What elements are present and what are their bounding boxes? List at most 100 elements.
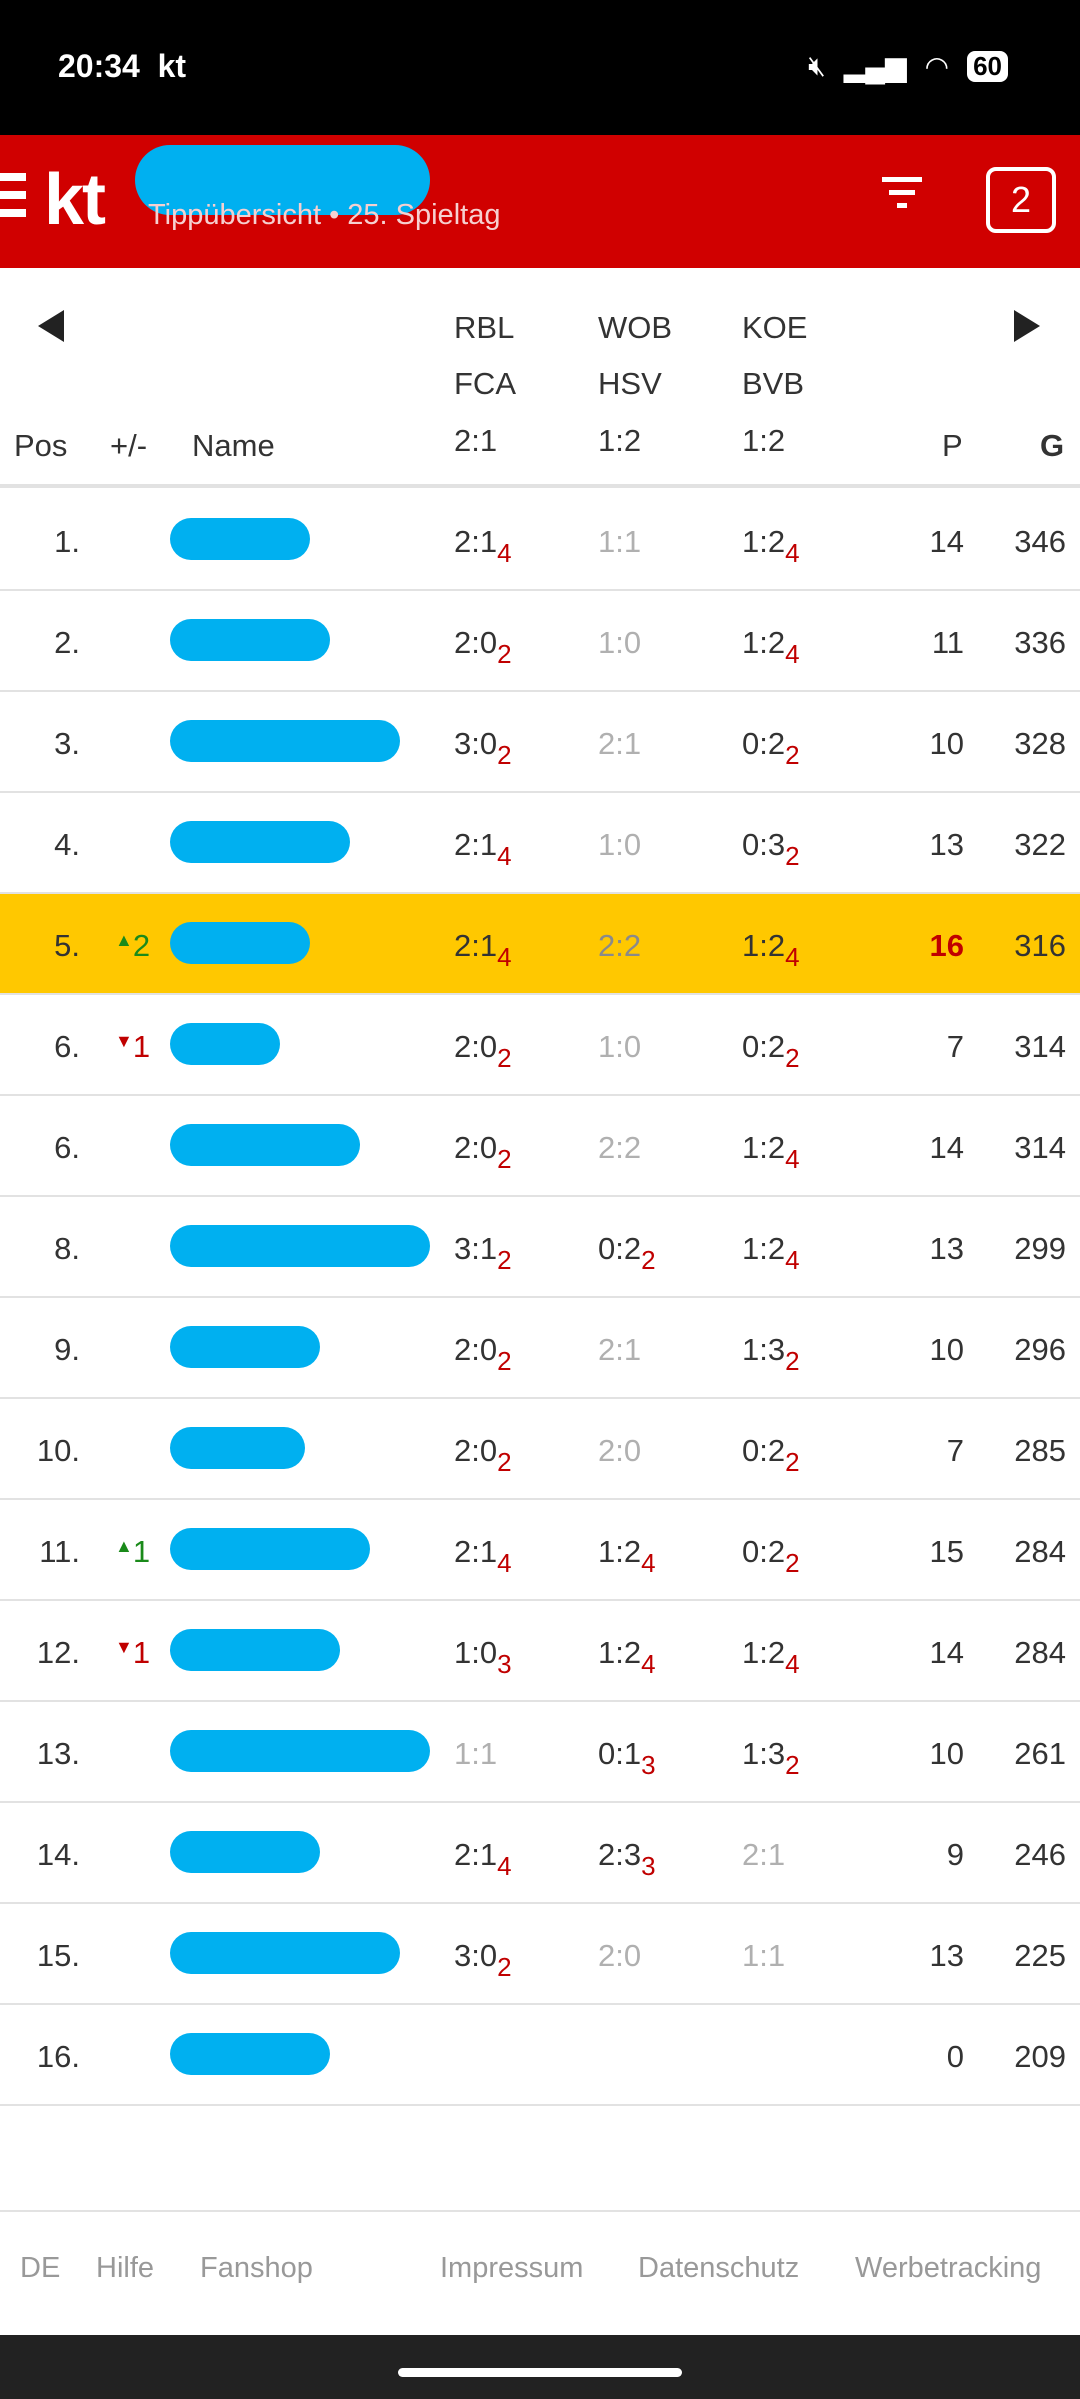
table-row[interactable]: 9. 2:02 2:1 1:32 10 296	[0, 1298, 1080, 1399]
total-points: 284	[1014, 1534, 1066, 1569]
rank-change-value: 1	[132, 1635, 151, 1670]
tip: 1:24	[742, 524, 800, 569]
tip-points: 2	[497, 639, 512, 669]
footer-link-impressum[interactable]: Impressum	[440, 2252, 584, 2284]
table-row[interactable]: 2. 2:02 1:0 1:24 11 336	[0, 591, 1080, 692]
filter-icon[interactable]	[880, 177, 924, 217]
tip-points: 4	[785, 538, 800, 568]
tip: 2:0	[598, 1433, 641, 1469]
tip: 0:13	[598, 1736, 656, 1781]
tip-points: 4	[785, 1144, 800, 1174]
tip: 1:24	[742, 1231, 800, 1276]
tip-points: 4	[785, 1649, 800, 1679]
tip: 0:22	[742, 726, 800, 771]
table-row[interactable]: 3. 3:02 2:1 0:22 10 328	[0, 692, 1080, 793]
table-row[interactable]: 12. ▼1 1:03 1:24 1:24 14 284	[0, 1601, 1080, 1702]
total-points: 296	[1014, 1332, 1066, 1367]
redacted-name	[170, 1932, 400, 1974]
table-row[interactable]: 11. ▲1 2:14 1:24 0:22 15 284	[0, 1500, 1080, 1601]
tip-score: 1:2	[742, 1231, 786, 1266]
header-points: P	[942, 428, 963, 463]
tip: 2:1	[598, 1332, 641, 1368]
tip: 2:1	[742, 1837, 785, 1873]
next-matchday-icon[interactable]	[1014, 310, 1040, 342]
tip: 2:14	[454, 524, 512, 569]
status-time: 20:34 kt	[58, 48, 186, 85]
redacted-name	[170, 1326, 320, 1368]
tip-score: 2:1	[454, 1534, 498, 1569]
table-row[interactable]: 13. 1:1 0:13 1:32 10 261	[0, 1702, 1080, 1803]
previous-matchday-icon[interactable]	[38, 310, 64, 342]
arrow-up-icon: ▲	[115, 1536, 133, 1556]
tip-score: 1:0	[598, 827, 642, 862]
matchday-points: 15	[929, 1534, 964, 1569]
position: 2.	[54, 625, 80, 660]
table-row[interactable]: 1. 2:14 1:1 1:24 14 346	[0, 490, 1080, 591]
tip-points: 2	[641, 1245, 656, 1275]
rank-change: ▲1	[115, 1534, 150, 1570]
tip-points: 3	[497, 1649, 512, 1679]
menu-icon[interactable]	[0, 173, 26, 217]
tip: 2:33	[598, 1837, 656, 1882]
matchday-points: 13	[929, 1231, 964, 1266]
logo[interactable]: kt	[44, 160, 106, 240]
tip-points: 3	[641, 1851, 656, 1881]
table-row[interactable]: 5. ▲2 2:14 2:2 1:24 16 316	[0, 894, 1080, 995]
tip-points: 2	[785, 1548, 800, 1578]
footer-link-datenschutz[interactable]: Datenschutz	[638, 2252, 800, 2284]
table-row[interactable]: 10. 2:02 2:0 0:22 7 285	[0, 1399, 1080, 1500]
redacted-name	[170, 1427, 305, 1469]
tip-score: 2:1	[742, 1837, 786, 1872]
status-app: kt	[157, 48, 187, 84]
match-3-home: KOE	[742, 310, 808, 345]
table-row[interactable]: 15. 3:02 2:0 1:1 13 225	[0, 1904, 1080, 2005]
match-1-away: FCA	[454, 366, 516, 401]
header-pos: Pos	[14, 428, 68, 463]
redacted-name	[170, 1023, 280, 1065]
tip: 1:1	[598, 524, 641, 560]
count-badge-button[interactable]: 2	[986, 167, 1056, 233]
tip: 1:1	[454, 1736, 497, 1772]
footer-link-fanshop[interactable]: Fanshop	[200, 2252, 313, 2284]
matchday-points: 10	[929, 726, 964, 761]
table-row[interactable]: 4. 2:14 1:0 0:32 13 322	[0, 793, 1080, 894]
matchday-points: 14	[929, 1130, 964, 1165]
table-row[interactable]: 6. ▼1 2:02 1:0 0:22 7 314	[0, 995, 1080, 1096]
total-points: 316	[1014, 928, 1066, 963]
tip: 1:24	[742, 1635, 800, 1680]
footer-link-de[interactable]: DE	[20, 2252, 61, 2284]
table-row[interactable]: 16. 0 209	[0, 2005, 1080, 2106]
tip: 2:02	[454, 1332, 512, 1377]
position: 8.	[54, 1231, 80, 1266]
table-row[interactable]: 6. 2:02 2:2 1:24 14 314	[0, 1096, 1080, 1197]
tip-score: 2:1	[454, 827, 498, 862]
matchday-points: 14	[929, 524, 964, 559]
tip-points: 4	[785, 639, 800, 669]
redacted-name	[170, 720, 400, 762]
tip: 2:14	[454, 1837, 512, 1882]
tip: 0:22	[598, 1231, 656, 1276]
table-row[interactable]: 14. 2:14 2:33 2:1 9 246	[0, 1803, 1080, 1904]
arrow-down-icon: ▼	[115, 1637, 133, 1657]
tip: 2:0	[598, 1938, 641, 1974]
table-row[interactable]: 8. 3:12 0:22 1:24 13 299	[0, 1197, 1080, 1298]
tip-points: 2	[497, 1447, 512, 1477]
tip-score: 1:1	[742, 1938, 786, 1973]
tip: 2:14	[454, 827, 512, 872]
redacted-name	[170, 1629, 340, 1671]
tip-score: 2:2	[598, 928, 642, 963]
tip: 1:0	[598, 1029, 641, 1065]
rank-change-value: 2	[132, 928, 151, 963]
position: 1.	[54, 524, 80, 559]
redacted-title	[135, 145, 430, 215]
footer-link-werbetracking[interactable]: Werbetracking	[855, 2252, 1042, 2284]
home-indicator[interactable]	[398, 2368, 682, 2377]
tip: 3:12	[454, 1231, 512, 1276]
tip-score: 2:1	[454, 928, 498, 963]
footer-link-hilfe[interactable]: Hilfe	[96, 2252, 155, 2284]
total-points: 209	[1014, 2039, 1066, 2074]
tip-score: 2:1	[454, 524, 498, 559]
matchday-points: 7	[946, 1433, 964, 1468]
tip-points: 2	[785, 1346, 800, 1376]
tip-score: 3:0	[454, 726, 498, 761]
